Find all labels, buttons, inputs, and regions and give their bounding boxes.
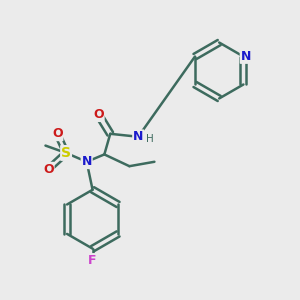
Text: H: H	[146, 134, 153, 144]
Text: N: N	[133, 130, 143, 143]
Text: N: N	[82, 155, 92, 168]
Text: O: O	[43, 163, 54, 176]
Text: F: F	[88, 254, 97, 267]
Text: O: O	[93, 108, 104, 121]
Text: O: O	[52, 127, 63, 140]
Text: N: N	[241, 50, 251, 63]
Text: S: S	[61, 146, 71, 160]
